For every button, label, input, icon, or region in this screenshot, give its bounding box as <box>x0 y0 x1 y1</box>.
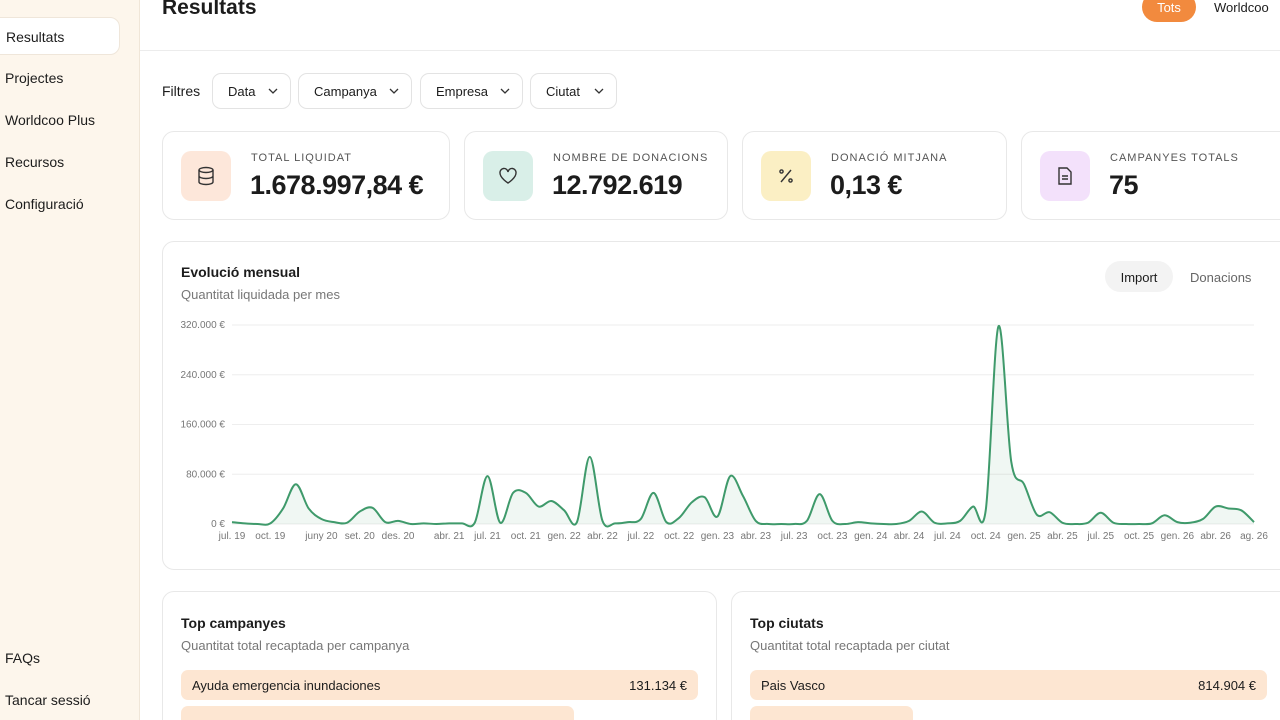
x-tick-label: oct. 25 <box>1124 531 1154 542</box>
x-tick-label: set. 20 <box>345 531 375 542</box>
chart-subtitle: Quantitat liquidada per mes <box>181 287 340 302</box>
page-title: Resultats <box>162 0 257 19</box>
row-value: 131.134 € <box>629 678 687 693</box>
toggle-active[interactable]: Tots <box>1142 0 1196 22</box>
database-icon <box>198 166 214 186</box>
filter[interactable]: Campanya <box>298 73 412 109</box>
x-tick-label: oct. 22 <box>664 531 694 542</box>
x-tick-label: abr. 25 <box>1047 531 1078 542</box>
x-tick-label: jul. 21 <box>473 531 501 542</box>
x-tick-label: gen. 25 <box>1007 531 1041 542</box>
x-tick-label: jul. 24 <box>933 531 961 542</box>
chevron <box>268 88 278 94</box>
chevron <box>594 88 604 94</box>
nav-item[interactable]: Recursos <box>5 154 65 170</box>
heart-icon <box>499 167 517 184</box>
nav-item[interactable]: Tancar sessió <box>5 692 91 708</box>
sidebar: Resultats Projectes Worldcoo Plus Recurs… <box>0 0 140 720</box>
x-tick-label: abr. 24 <box>894 531 925 542</box>
stat-value: 0,13 € <box>830 170 903 200</box>
x-tick-label: ag. 26 <box>1240 531 1268 542</box>
stat-label: CAMPANYES TOTALS <box>1110 152 1239 164</box>
filters-label: Filtres <box>162 83 201 99</box>
icon <box>181 151 231 201</box>
row-value: 814.904 € <box>1198 678 1256 693</box>
ranking-card: Top ciutats Quantitat total recaptada pe… <box>731 591 1280 720</box>
ranking-subtitle: Quantitat total recaptada per campanya <box>181 638 410 653</box>
filter-text: Data <box>228 84 256 99</box>
stat-value: 75 <box>1109 170 1139 200</box>
row-label: Pais Vasco <box>761 678 826 693</box>
nav-item[interactable]: Projectes <box>5 70 64 86</box>
chart-card: Evolució mensual Quantitat liquidada per… <box>162 241 1280 570</box>
stat-label: DONACIÓ MITJANA <box>831 152 948 164</box>
ranking-title: Top ciutats <box>750 615 824 631</box>
x-tick-label: abr. 23 <box>740 531 771 542</box>
filter[interactable]: Empresa <box>420 73 523 109</box>
x-tick-label: gen. 24 <box>854 531 888 542</box>
icon <box>761 151 811 201</box>
divider <box>140 50 1280 51</box>
filter-text: Campanya <box>314 84 377 99</box>
stat-card: DONACIÓ MITJANA 0,13 € <box>742 131 1007 220</box>
percent-icon <box>779 169 793 183</box>
x-tick-label: jul. 19 <box>218 531 246 542</box>
filter-text: Ciutat <box>546 84 580 99</box>
x-tick-label: abr. 26 <box>1200 531 1231 542</box>
ranking-subtitle: Quantitat total recaptada per ciutat <box>750 638 950 653</box>
nav-item[interactable]: Worldcoo Plus <box>5 112 96 128</box>
ranking-row <box>181 706 574 720</box>
x-tick-label: oct. 23 <box>817 531 847 542</box>
stat-label: TOTAL LIQUIDAT <box>251 152 352 164</box>
x-tick-label: gen. 22 <box>547 531 581 542</box>
x-tick-label: juny 20 <box>304 531 338 542</box>
chevron <box>389 88 399 94</box>
line <box>231 325 1255 528</box>
stat-value: 12.792.619 <box>552 170 683 200</box>
filter[interactable]: Data <box>212 73 291 109</box>
ranking-row: Ayuda emergencia inundaciones 131.134 € <box>181 670 698 700</box>
stat-value: 1.678.997,84 € <box>250 170 424 200</box>
ranking-card: Top campanyes Quantitat total recaptada … <box>162 591 717 720</box>
chart-toggle-active[interactable]: Import <box>1105 261 1173 292</box>
x-tick-label: abr. 21 <box>434 531 465 542</box>
stat-label: NOMBRE DE DONACIONS <box>553 152 709 164</box>
x-tick-label: jul. 23 <box>780 531 808 542</box>
nav-item[interactable]: Resultats <box>0 17 120 55</box>
y-tick-label: 80.000 € <box>186 469 225 480</box>
line-chart: 0 € 80.000 € 160.000 € 240.000 € 320.000 € ju… <box>181 320 1268 542</box>
toggle-option[interactable]: Worldcoo <box>1214 0 1269 15</box>
x-tick-label: jul. 25 <box>1086 531 1114 542</box>
x-tick-label: des. 20 <box>382 531 415 542</box>
x-tick-label: oct. 19 <box>255 531 285 542</box>
ranking-title: Top campanyes <box>181 615 286 631</box>
icon <box>483 151 533 201</box>
x-tick-label: gen. 23 <box>701 531 735 542</box>
y-tick-label: 240.000 € <box>181 370 225 381</box>
ranking-row <box>750 706 913 720</box>
stat-card: NOMBRE DE DONACIONS 12.792.619 <box>464 131 728 220</box>
y-tick-label: 160.000 € <box>181 420 225 431</box>
stat-card: TOTAL LIQUIDAT 1.678.997,84 € <box>162 131 450 220</box>
chart-toggle-option[interactable]: Donacions <box>1190 270 1252 285</box>
nav-item[interactable]: Configuració <box>5 196 84 212</box>
document-icon <box>1058 167 1072 185</box>
chevron <box>500 88 510 94</box>
x-tick-label: oct. 21 <box>511 531 541 542</box>
x-tick-label: gen. 26 <box>1161 531 1195 542</box>
icon <box>1040 151 1090 201</box>
y-tick-label: 0 € <box>211 519 225 530</box>
ranking-row: Pais Vasco 814.904 € <box>750 670 1267 700</box>
filter[interactable]: Ciutat <box>530 73 617 109</box>
x-tick-label: abr. 22 <box>587 531 618 542</box>
stat-card: CAMPANYES TOTALS 75 <box>1021 131 1280 220</box>
x-tick-label: oct. 24 <box>971 531 1001 542</box>
row-label: Ayuda emergencia inundaciones <box>192 678 381 693</box>
nav-item[interactable]: FAQs <box>5 650 41 666</box>
chart-title: Evolució mensual <box>181 264 301 280</box>
filter-text: Empresa <box>436 84 489 99</box>
x-tick-label: jul. 22 <box>626 531 654 542</box>
y-tick-label: 320.000 € <box>181 320 225 331</box>
